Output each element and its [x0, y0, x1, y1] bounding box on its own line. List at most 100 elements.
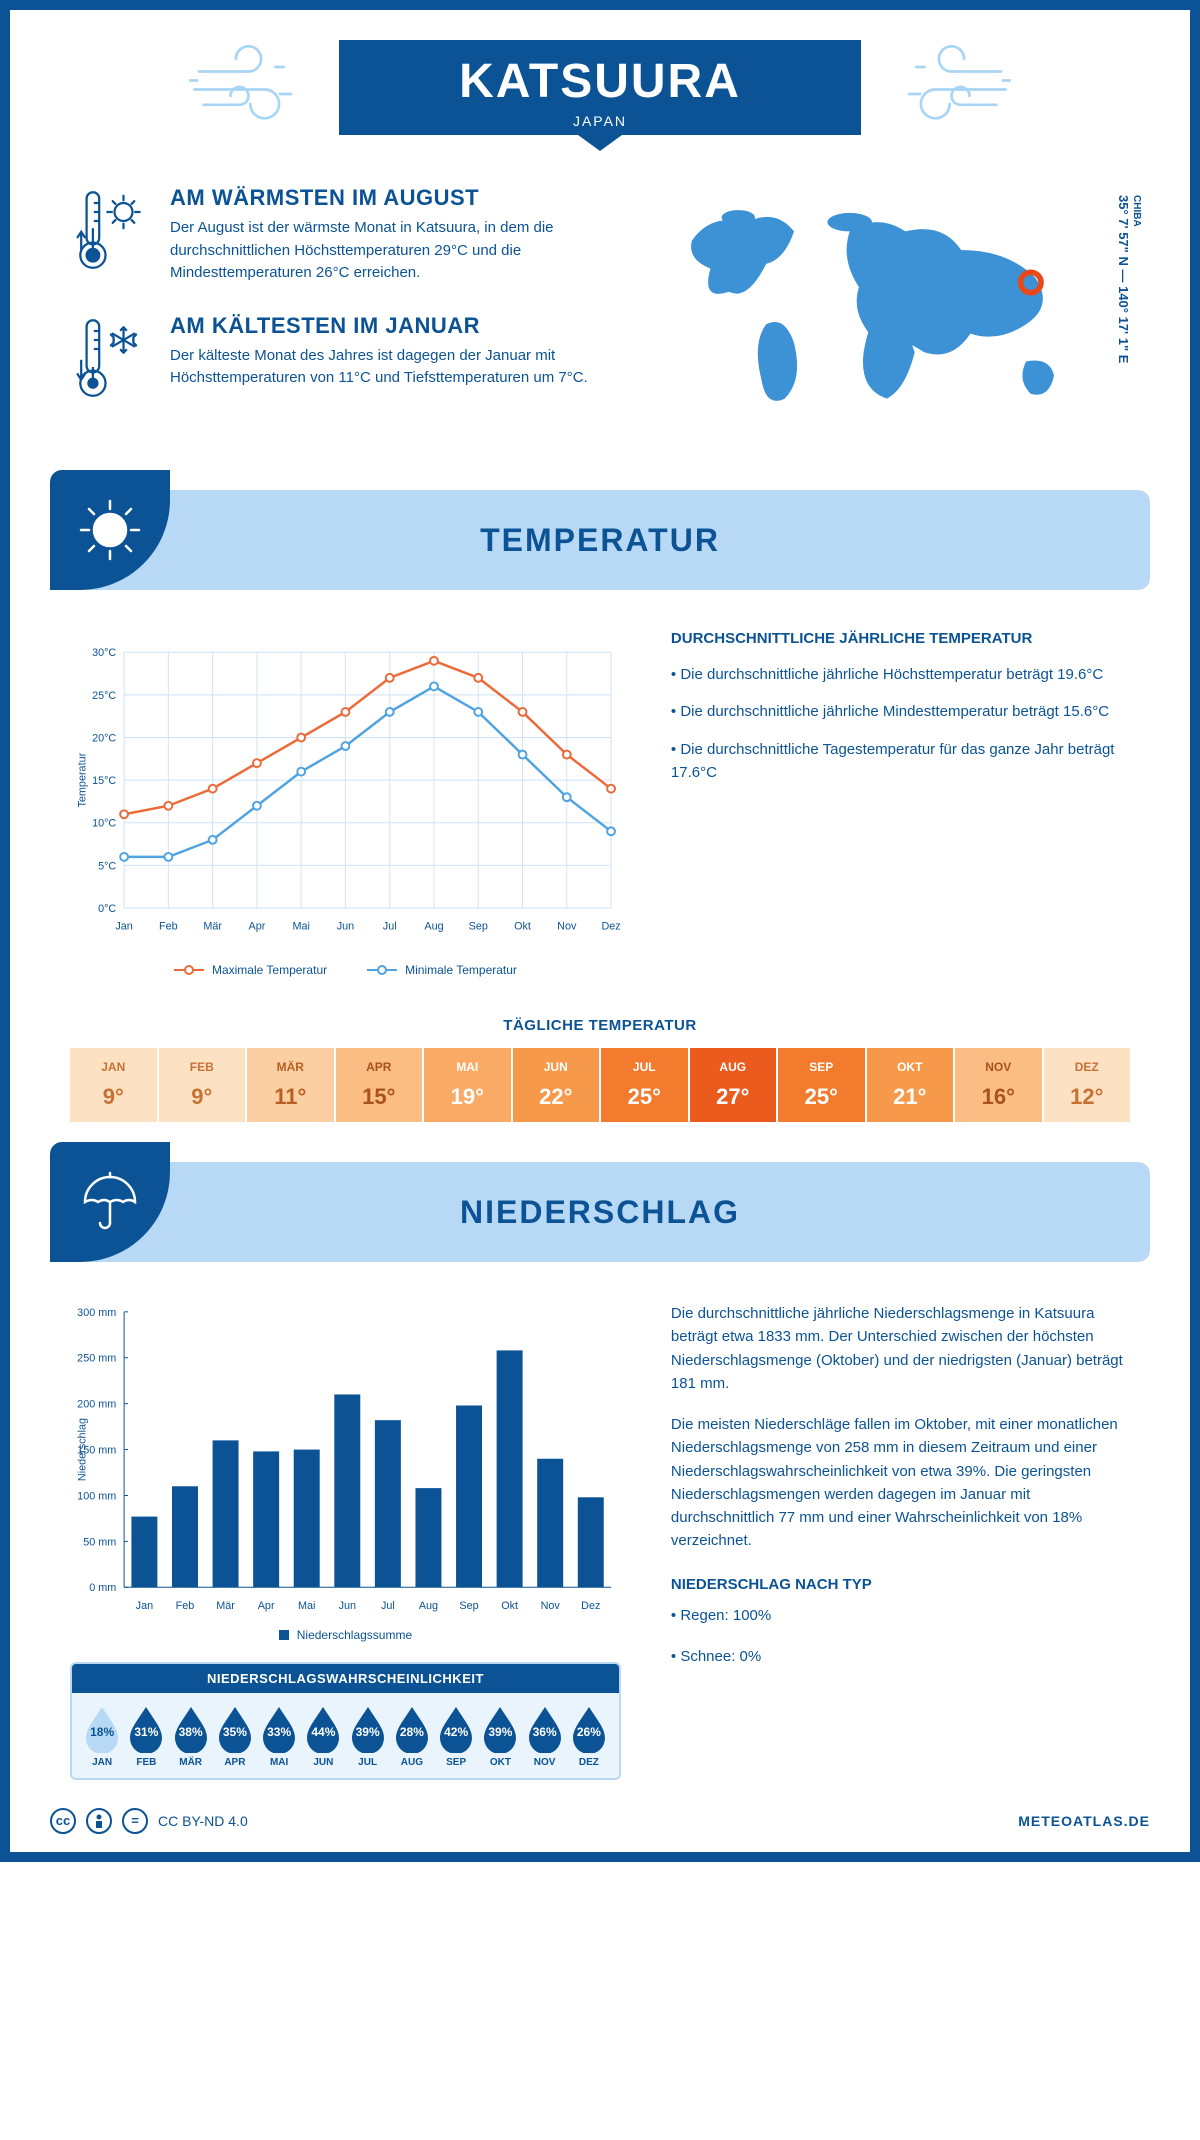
precipitation-title: NIEDERSCHLAG	[170, 1194, 1150, 1231]
daily-cell: AUG27°	[690, 1048, 779, 1122]
svg-text:Mär: Mär	[203, 921, 222, 933]
svg-text:Jun: Jun	[339, 1600, 356, 1612]
daily-cell: JUL25°	[601, 1048, 690, 1122]
cc-icon: cc	[50, 1808, 76, 1834]
sun-icon	[50, 470, 170, 590]
country-subtitle: JAPAN	[459, 113, 741, 129]
city-title: KATSUURA	[459, 54, 741, 109]
world-map-icon	[644, 185, 1130, 445]
prob-cell: 35% APR	[213, 1705, 257, 1768]
daily-cell: SEP25°	[778, 1048, 867, 1122]
precip-type-1: • Regen: 100%	[671, 1604, 1130, 1627]
svg-text:5°C: 5°C	[98, 860, 116, 872]
temp-bullet-3: • Die durchschnittliche Tagestemperatur …	[671, 738, 1130, 785]
daily-cell: JAN9°	[70, 1048, 159, 1122]
daily-temp-table: JAN9° FEB9° MÄR11° APR15° MAI19° JUN22° …	[70, 1048, 1130, 1122]
prob-cell: 44% JUN	[301, 1705, 345, 1768]
svg-text:Dez: Dez	[581, 1600, 600, 1612]
precip-p1: Die durchschnittliche jährliche Niedersc…	[671, 1302, 1130, 1395]
by-icon	[86, 1808, 112, 1834]
temperature-title: TEMPERATUR	[170, 522, 1150, 559]
svg-text:Jan: Jan	[136, 1600, 153, 1612]
svg-text:Aug: Aug	[424, 921, 443, 933]
license: cc = CC BY-ND 4.0	[50, 1808, 248, 1834]
thermometer-sun-icon	[70, 185, 150, 285]
svg-text:Sep: Sep	[469, 921, 488, 933]
daily-cell: JUN22°	[513, 1048, 602, 1122]
svg-text:Feb: Feb	[176, 1600, 195, 1612]
svg-text:Mai: Mai	[298, 1600, 315, 1612]
svg-text:Jul: Jul	[381, 1600, 395, 1612]
coldest-fact: AM KÄLTESTEN IM JANUAR Der kälteste Mona…	[70, 313, 604, 408]
prob-title: NIEDERSCHLAGSWAHRSCHEINLICHKEIT	[72, 1664, 619, 1693]
temp-bullet-1: • Die durchschnittliche jährliche Höchst…	[671, 663, 1130, 686]
daily-cell: NOV16°	[955, 1048, 1044, 1122]
region-label: CHIBA	[1131, 195, 1142, 357]
prob-cell: 31% FEB	[124, 1705, 168, 1768]
svg-text:30°C: 30°C	[92, 647, 116, 659]
prob-cell: 26% DEZ	[567, 1705, 611, 1768]
lon-label: 140° 17' 1" E	[1116, 286, 1131, 363]
svg-text:25°C: 25°C	[92, 690, 116, 702]
prob-cell: 39% JUL	[346, 1705, 390, 1768]
svg-text:15°C: 15°C	[92, 775, 116, 787]
svg-text:Temperatur: Temperatur	[77, 752, 89, 807]
line-chart-legend: Maximale Temperatur Minimale Temperatur	[70, 963, 621, 977]
title-banner: KATSUURA JAPAN	[339, 40, 861, 135]
world-map-panel: CHIBA 35° 7' 57" N — 140° 17' 1" E	[644, 185, 1130, 450]
precip-type-2: • Schnee: 0%	[671, 1645, 1130, 1668]
lat-label: 35° 7' 57" N	[1116, 195, 1131, 266]
daily-cell: APR15°	[336, 1048, 425, 1122]
prob-cell: 42% SEP	[434, 1705, 478, 1768]
svg-text:Nov: Nov	[557, 921, 577, 933]
svg-text:300 mm: 300 mm	[77, 1307, 116, 1319]
svg-text:Apr: Apr	[249, 921, 266, 933]
daily-cell: MAI19°	[424, 1048, 513, 1122]
svg-text:Dez: Dez	[601, 921, 620, 933]
warmest-text: Der August ist der wärmste Monat in Kats…	[170, 217, 604, 285]
svg-text:250 mm: 250 mm	[77, 1353, 116, 1365]
svg-text:Sep: Sep	[459, 1600, 478, 1612]
prob-cell: 39% OKT	[478, 1705, 522, 1768]
precipitation-bar-chart: 0 mm50 mm100 mm150 mm200 mm250 mm300 mmN…	[70, 1302, 621, 1780]
svg-text:10°C: 10°C	[92, 818, 116, 830]
header: KATSUURA JAPAN	[10, 10, 1190, 155]
prob-cell: 36% NOV	[523, 1705, 567, 1768]
thermometer-snow-icon	[70, 313, 150, 408]
prob-cell: 38% MÄR	[169, 1705, 213, 1768]
precipitation-summary: Die durchschnittliche jährliche Niedersc…	[671, 1302, 1130, 1780]
brand: METEOATLAS.DE	[1018, 1813, 1150, 1829]
svg-text:Jun: Jun	[337, 921, 354, 933]
svg-text:Okt: Okt	[501, 1600, 518, 1612]
bar-chart-legend: Niederschlagssumme	[70, 1628, 621, 1642]
footer: cc = CC BY-ND 4.0 METEOATLAS.DE	[10, 1790, 1190, 1852]
svg-text:200 mm: 200 mm	[77, 1399, 116, 1411]
svg-text:20°C: 20°C	[92, 732, 116, 744]
coldest-title: AM KÄLTESTEN IM JANUAR	[170, 313, 604, 339]
svg-text:Mär: Mär	[216, 1600, 235, 1612]
daily-cell: DEZ12°	[1044, 1048, 1131, 1122]
coldest-text: Der kälteste Monat des Jahres ist dagege…	[170, 345, 604, 390]
temperature-summary: DURCHSCHNITTLICHE JÄHRLICHE TEMPERATUR •…	[671, 630, 1130, 977]
prob-cell: 33% MAI	[257, 1705, 301, 1768]
svg-text:Feb: Feb	[159, 921, 178, 933]
prob-cell: 28% AUG	[390, 1705, 434, 1768]
svg-text:Nov: Nov	[541, 1600, 561, 1612]
daily-temp-title: TÄGLICHE TEMPERATUR	[10, 1017, 1190, 1034]
precipitation-banner: NIEDERSCHLAG	[50, 1162, 1150, 1262]
temp-bullet-2: • Die durchschnittliche jährliche Mindes…	[671, 700, 1130, 723]
svg-text:0 mm: 0 mm	[89, 1582, 116, 1594]
temperature-banner: TEMPERATUR	[50, 490, 1150, 590]
svg-text:50 mm: 50 mm	[83, 1536, 116, 1548]
temp-summary-title: DURCHSCHNITTLICHE JÄHRLICHE TEMPERATUR	[671, 630, 1130, 647]
license-text: CC BY-ND 4.0	[158, 1813, 248, 1829]
precip-p2: Die meisten Niederschläge fallen im Okto…	[671, 1413, 1130, 1553]
svg-text:Jan: Jan	[115, 921, 132, 933]
warmest-fact: AM WÄRMSTEN IM AUGUST Der August ist der…	[70, 185, 604, 285]
svg-text:100 mm: 100 mm	[77, 1490, 116, 1502]
warmest-title: AM WÄRMSTEN IM AUGUST	[170, 185, 604, 211]
precipitation-probability: NIEDERSCHLAGSWAHRSCHEINLICHKEIT 18% JAN …	[70, 1662, 621, 1780]
wind-icon-left	[189, 40, 299, 135]
umbrella-icon	[50, 1142, 170, 1262]
svg-text:Mai: Mai	[292, 921, 309, 933]
